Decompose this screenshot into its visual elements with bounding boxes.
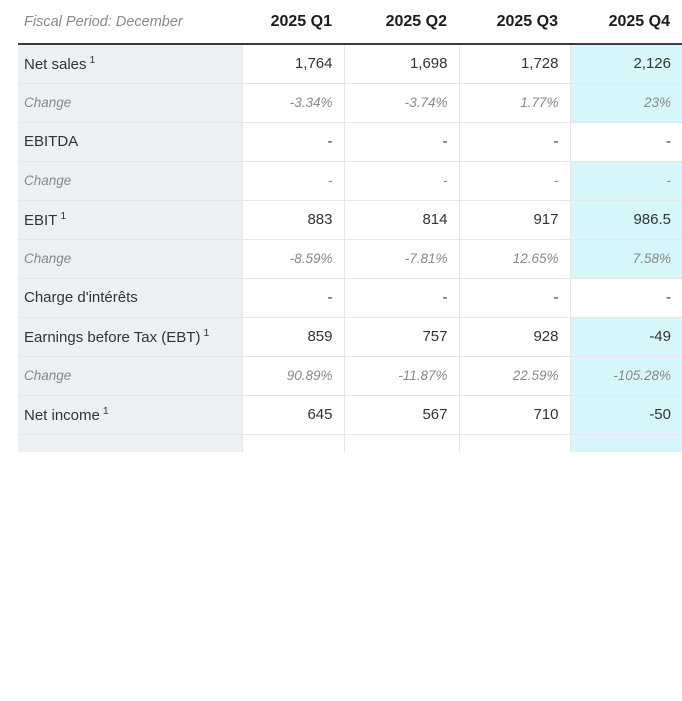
cell-q4: -	[569, 277, 682, 317]
cell-q2	[343, 433, 459, 452]
row-label: Charge d'intérêts	[18, 277, 242, 317]
cell-q1: 859	[241, 316, 344, 356]
fiscal-period-label: Fiscal Period: December	[18, 0, 242, 45]
cell-q1: -	[241, 160, 344, 200]
cell-q2: 1,698	[343, 43, 459, 83]
cell-q1: -	[241, 121, 344, 161]
table-row: Change - - - -	[18, 160, 682, 200]
table-row: Change -3.34% -3.74% 1.77% 23%	[18, 82, 682, 122]
cell-q2: 757	[343, 316, 459, 356]
financials-table-viewport: Fiscal Period: December 2025 Q1 2025 Q2 …	[18, 0, 682, 452]
table-body: Net sales 1 1,764 1,698 1,728 2,126 Chang…	[18, 43, 682, 452]
cell-q1: -	[241, 277, 344, 317]
column-header-2025-q2: 2025 Q2	[344, 0, 459, 45]
cell-q3: 1.77%	[458, 82, 570, 122]
footnote-marker: 1	[203, 327, 210, 339]
quarterly-financials-table: Fiscal Period: December 2025 Q1 2025 Q2 …	[18, 0, 682, 452]
table-row: EBIT 1 883 814 917 986.5	[18, 199, 682, 239]
footnote-marker: 1	[60, 210, 67, 222]
cell-q4: 7.58%	[569, 238, 682, 278]
row-label: Change	[18, 355, 242, 395]
cell-q1: 1,764	[241, 43, 344, 83]
cell-q1: 90.89%	[241, 355, 344, 395]
cell-q3: 12.65%	[458, 238, 570, 278]
footnote-marker: 1	[102, 405, 109, 417]
row-label: Change	[18, 160, 242, 200]
table-row: Net sales 1 1,764 1,698 1,728 2,126	[18, 43, 682, 83]
cell-q2: -3.74%	[343, 82, 459, 122]
row-label: EBITDA	[18, 121, 242, 161]
cell-q3: -	[458, 160, 570, 200]
column-header-2025-q4: 2025 Q4	[570, 0, 682, 45]
cell-q3: 22.59%	[458, 355, 570, 395]
column-header-2025-q1: 2025 Q1	[242, 0, 344, 45]
table-row: Net income 1 645 567 710 -50	[18, 394, 682, 434]
table-header: Fiscal Period: December 2025 Q1 2025 Q2 …	[18, 0, 682, 45]
cell-q1: -8.59%	[241, 238, 344, 278]
cell-q2: -	[343, 160, 459, 200]
cell-q3: 917	[458, 199, 570, 239]
cell-q3: 1,728	[458, 43, 570, 83]
row-label: Earnings before Tax (EBT) 1	[18, 316, 242, 356]
cell-q4: -105.28%	[569, 355, 682, 395]
cell-q4: -	[569, 121, 682, 161]
cell-q3: 928	[458, 316, 570, 356]
cell-q4: 23%	[569, 82, 682, 122]
cell-q2: -11.87%	[343, 355, 459, 395]
row-label: Change	[18, 238, 242, 278]
cell-q1	[241, 433, 344, 452]
row-label	[18, 433, 242, 452]
cell-q4: -50	[569, 394, 682, 434]
table-row: EBITDA - - - -	[18, 121, 682, 161]
table-row: Change 90.89% -11.87% 22.59% -105.28%	[18, 355, 682, 395]
cell-q1: -3.34%	[241, 82, 344, 122]
cell-q2: 814	[343, 199, 459, 239]
row-label: Net sales 1	[18, 43, 242, 83]
cell-q2: -	[343, 121, 459, 161]
cell-q2: -	[343, 277, 459, 317]
table-row: Change -8.59% -7.81% 12.65% 7.58%	[18, 238, 682, 278]
cell-q1: 645	[241, 394, 344, 434]
cell-q4	[569, 433, 682, 452]
cell-q4: 986.5	[569, 199, 682, 239]
table-row	[18, 433, 682, 452]
column-header-2025-q3: 2025 Q3	[459, 0, 570, 45]
cell-q4: -	[569, 160, 682, 200]
row-label: Net income 1	[18, 394, 242, 434]
cell-q3: 710	[458, 394, 570, 434]
table-row: Earnings before Tax (EBT) 1 859 757 928 -…	[18, 316, 682, 356]
cell-q3	[458, 433, 570, 452]
cell-q3: -	[458, 277, 570, 317]
table-row: Charge d'intérêts - - - -	[18, 277, 682, 317]
row-label: EBIT 1	[18, 199, 242, 239]
row-label: Change	[18, 82, 242, 122]
footnote-marker: 1	[89, 54, 96, 67]
header-row: Fiscal Period: December 2025 Q1 2025 Q2 …	[18, 0, 682, 45]
cell-q2: -7.81%	[343, 238, 459, 278]
cell-q4: -49	[569, 316, 682, 356]
cell-q1: 883	[241, 199, 344, 239]
cell-q3: -	[458, 121, 570, 161]
cell-q2: 567	[343, 394, 459, 434]
cell-q4: 2,126	[569, 43, 682, 83]
